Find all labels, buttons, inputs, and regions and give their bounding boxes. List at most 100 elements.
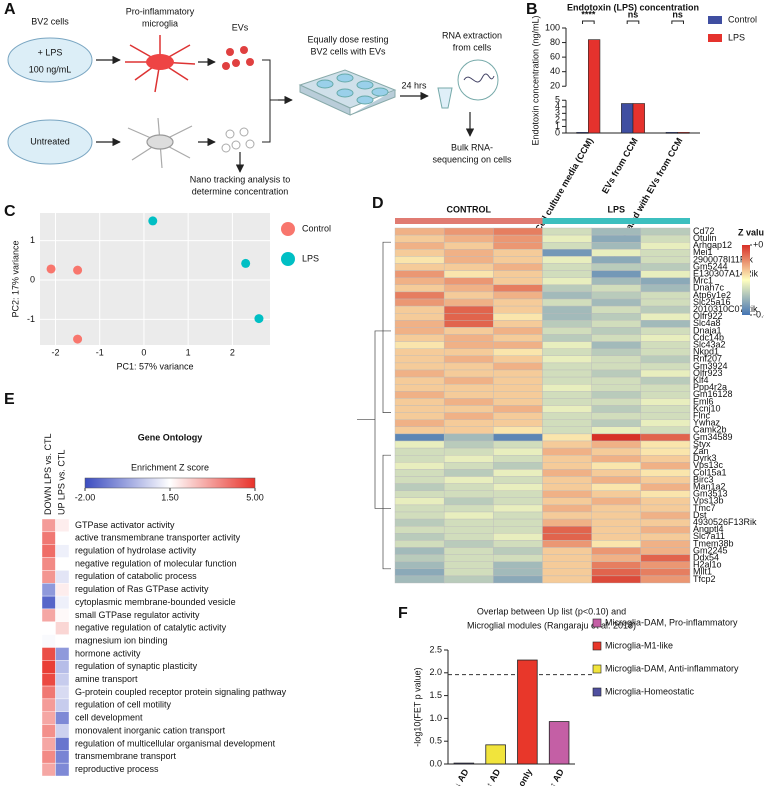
- heatmap-cell: [394, 263, 445, 271]
- heatmap-cell: [640, 575, 691, 584]
- heatmap-cell: [443, 305, 494, 314]
- row-label: Slc7a11: [693, 531, 725, 541]
- heatmap-cell: [443, 384, 494, 392]
- heatmap-cell: [640, 249, 691, 257]
- row-label: Dyrk3: [693, 453, 717, 463]
- heatmap-cell: [41, 518, 56, 533]
- heatmap-cell: [542, 263, 592, 271]
- panel-label: C: [4, 203, 16, 220]
- heatmap-cell: [394, 568, 445, 577]
- row-label: Ddx54: [693, 553, 719, 563]
- row-label: Mei1: [693, 247, 713, 257]
- label: + LPS: [38, 47, 63, 57]
- heatmap-cell: [394, 433, 445, 442]
- heatmap-cell: [493, 398, 543, 406]
- row-label: Gm3513: [693, 489, 728, 499]
- heatmap-cell: [443, 462, 494, 470]
- group-label: CONTROL: [447, 204, 492, 214]
- heatmap-cell: [443, 540, 494, 548]
- row-label: Man1a2: [693, 482, 726, 492]
- heatmap-cell: [493, 526, 543, 534]
- heatmap-cell: [542, 320, 592, 328]
- heatmap-cell: [640, 234, 691, 243]
- heatmap-cell: [640, 518, 691, 527]
- label: Bulk RNA-: [451, 142, 493, 152]
- heatmap-cell: [493, 234, 543, 243]
- heatmap-cell: [591, 455, 642, 463]
- row-label: Vps13b: [693, 496, 724, 506]
- y-tick-label: 0.5: [429, 736, 442, 746]
- heatmap-cell: [542, 433, 592, 442]
- heatmap-cell: [41, 647, 56, 661]
- row-label: Tfcp2: [693, 574, 716, 584]
- bracket: [262, 59, 278, 143]
- row-label: G-protein coupled receptor protein signa…: [75, 687, 287, 697]
- heatmap-cell: [394, 398, 445, 406]
- heatmap-cell: [542, 405, 592, 413]
- heatmap-cell: [640, 391, 691, 399]
- heatmap-cell: [542, 476, 592, 484]
- heatmap-cell: [640, 305, 691, 314]
- heatmap-cell: [55, 660, 70, 674]
- x-axis-label: PC1: 57% variance: [116, 361, 193, 371]
- heatmap-cell: [41, 724, 56, 738]
- x-tick-label: 0: [141, 347, 146, 357]
- heatmap-cell: [41, 570, 56, 584]
- panel-label: F: [398, 605, 408, 622]
- heatmap-cell: [443, 433, 494, 442]
- group-bar: [395, 218, 543, 224]
- heatmap-cell: [591, 561, 642, 570]
- heatmap-cell: [394, 547, 445, 555]
- heatmap-cell: [542, 362, 592, 371]
- heatmap-cell: [443, 497, 494, 506]
- heatmap-cell: [542, 440, 592, 449]
- legend-label: LPS: [302, 253, 319, 263]
- heatmap-cell: [493, 447, 543, 456]
- row-label: Cdc14b: [693, 332, 724, 342]
- heatmap-cell: [443, 313, 494, 321]
- heatmap-cell: [493, 348, 543, 357]
- row-label: Atp6v1e2: [693, 290, 731, 300]
- y-tick-label: 2.5: [429, 644, 442, 654]
- heatmap-cell: [443, 455, 494, 463]
- row-label: Gm16128: [693, 389, 733, 399]
- heatmap-cell: [542, 391, 592, 399]
- heatmap-cell: [493, 362, 543, 371]
- heatmap-cell: [394, 249, 445, 257]
- heatmap-cell: [640, 440, 691, 449]
- heatmap-cell: [55, 557, 70, 571]
- heatmap-cell: [443, 369, 494, 378]
- label: 24 hrs: [401, 80, 427, 90]
- heatmap-cell: [542, 568, 592, 577]
- heatmap-cell: [542, 533, 592, 541]
- row-label: negative regulation of catalytic activit…: [75, 623, 227, 633]
- x-tick-label: ↑ LPS only: [503, 767, 534, 786]
- panel-label: A: [4, 1, 16, 18]
- heatmap-cell: [394, 291, 445, 300]
- heatmap-cell: [591, 490, 642, 499]
- bar: [588, 39, 601, 134]
- heatmap-cell: [394, 511, 445, 520]
- heatmap-cell: [443, 518, 494, 527]
- row-label: Vps13c: [693, 460, 724, 470]
- heatmap-cell: [591, 568, 642, 577]
- y-tick-label: 60: [550, 51, 560, 61]
- row-label: regulation of cell motility: [75, 700, 172, 710]
- row-label: Ywhaz: [693, 418, 721, 428]
- heatmap-cell: [640, 447, 691, 456]
- heatmap-cell: [591, 419, 642, 428]
- row-label: GTPase activator activity: [75, 520, 175, 530]
- heatmap-cell: [443, 568, 494, 577]
- heatmap-cell: [542, 447, 592, 456]
- heatmap-cell: [493, 334, 543, 342]
- legend-label: Microglia-M1-like: [605, 640, 673, 650]
- heatmap-cell: [640, 256, 691, 264]
- heatmap-cell: [640, 263, 691, 271]
- y-tick-label: -1: [27, 314, 35, 324]
- heatmap-cell: [443, 511, 494, 520]
- heatmap-cell: [443, 504, 494, 513]
- heatmap-cell: [591, 476, 642, 484]
- heatmap-cell: [542, 291, 592, 300]
- point: [241, 258, 251, 268]
